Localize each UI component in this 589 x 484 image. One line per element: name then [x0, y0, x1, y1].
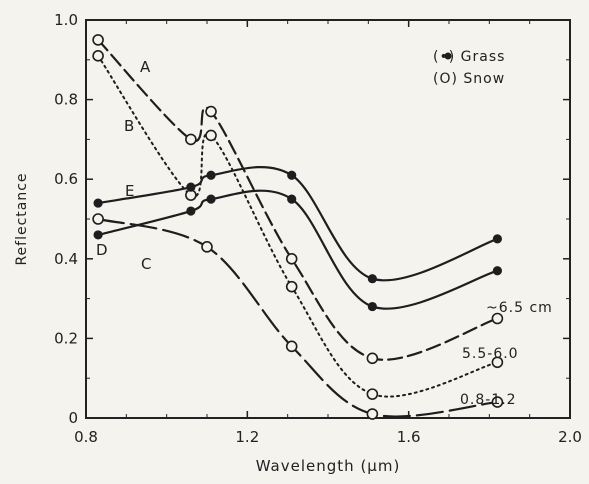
y-tick-label: 0 — [68, 409, 78, 427]
series-label-b: B — [124, 117, 134, 135]
data-point-d — [287, 194, 297, 204]
data-point-e — [206, 170, 216, 180]
series-line-b — [97, 54, 499, 398]
data-point-b — [366, 388, 379, 400]
y-tick-label: 0.4 — [54, 250, 78, 268]
labels-layer: A ~6.5 cm B 5.5-6.0 C 0.8-1.2 D E — [96, 58, 553, 408]
data-point-a — [285, 252, 298, 265]
data-point-a — [92, 34, 104, 46]
data-point-d — [93, 230, 103, 240]
x-tick-label: 2.0 — [558, 428, 582, 446]
data-point-c — [285, 340, 298, 353]
data-point-b — [491, 356, 504, 369]
x-tick-label: 1.6 — [397, 428, 421, 446]
x-tick-label: 1.2 — [235, 428, 259, 446]
data-point-e — [186, 182, 196, 192]
legend-marker-grass — [444, 52, 452, 60]
series-layer — [97, 38, 499, 418]
data-point-b — [205, 129, 217, 142]
series-line-c — [97, 217, 499, 418]
series-label-c: C — [141, 255, 151, 273]
series-annotation-a: ~6.5 cm — [486, 300, 553, 316]
data-point-a — [366, 352, 379, 365]
legend: (•) Grass (O) Snow — [433, 49, 505, 87]
data-point-b — [285, 280, 298, 293]
data-point-e — [367, 274, 377, 284]
data-point-e — [492, 234, 503, 244]
series-line-e — [97, 166, 499, 282]
x-axis-label: Wavelength (µm) — [256, 457, 401, 475]
data-point-d — [492, 266, 503, 276]
y-tick-label: 0.8 — [54, 91, 78, 109]
data-point-c — [366, 408, 379, 420]
series-label-d: D — [96, 241, 108, 259]
y-tick-label: 0.2 — [54, 329, 78, 347]
data-point-a — [491, 312, 504, 325]
data-point-a — [205, 105, 217, 118]
data-point-d — [367, 301, 377, 312]
y-tick-label: 0.6 — [54, 170, 78, 188]
data-point-e — [93, 198, 103, 208]
x-tick-label: 0.8 — [74, 428, 98, 446]
y-tick-label: 1.0 — [54, 11, 78, 29]
points-layer — [92, 34, 504, 420]
legend-entry-grass: (•) Grass — [433, 49, 505, 65]
data-point-a — [185, 133, 197, 146]
data-point-d — [186, 206, 196, 216]
data-point-c — [92, 213, 104, 225]
data-point-c — [201, 241, 213, 253]
series-annotation-c: 0.8-1.2 — [460, 392, 517, 408]
y-axis-label: Reflectance — [14, 172, 30, 265]
data-point-b — [92, 50, 104, 62]
series-line-d — [97, 189, 499, 310]
axis-ticks: 0.8 1.2 1.6 2.0 0 0.2 0.4 0.6 0.8 1.0 — [54, 11, 582, 446]
data-point-c — [491, 396, 504, 408]
data-point-e — [287, 170, 297, 180]
data-point-d — [206, 194, 216, 204]
series-line-a — [97, 38, 499, 361]
series-label-a: A — [140, 58, 151, 76]
series-annotation-b: 5.5-6.0 — [462, 346, 519, 362]
series-label-e: E — [125, 182, 134, 200]
legend-entry-snow: (O) Snow — [433, 71, 505, 87]
